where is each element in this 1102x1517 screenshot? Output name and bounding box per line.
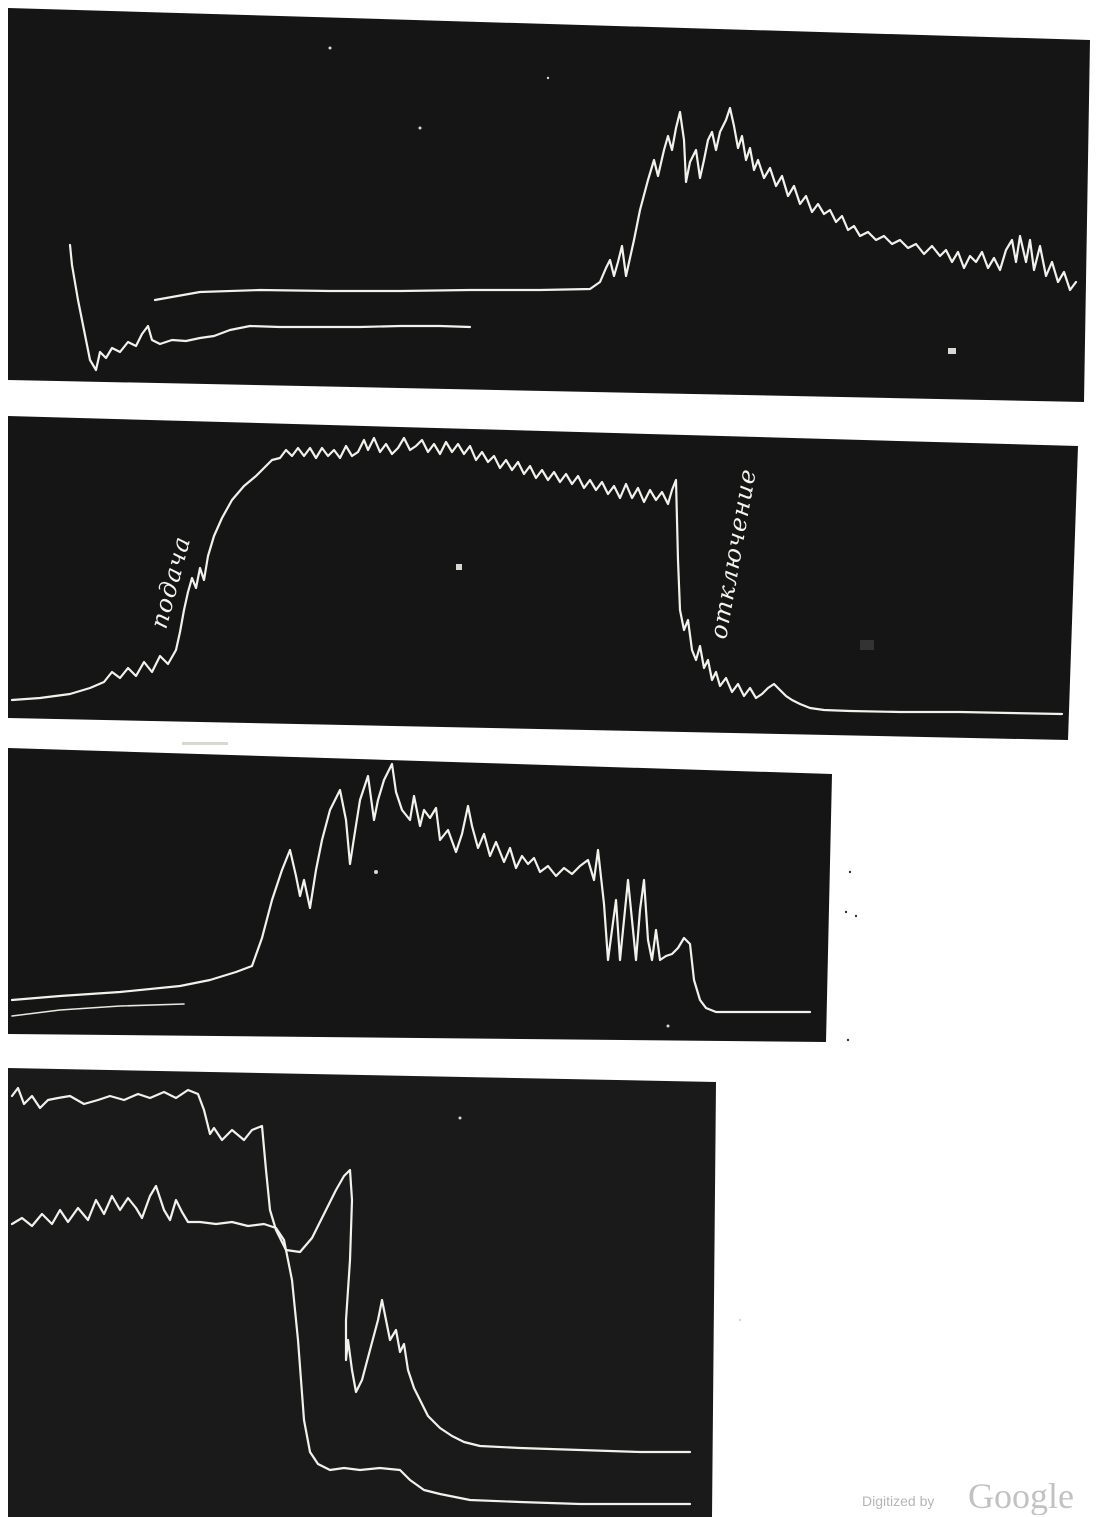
panel-3-main-trace <box>10 762 812 1014</box>
panel-2-speck <box>456 564 462 570</box>
panel-1-dust <box>328 46 332 50</box>
margin-dust <box>844 910 848 914</box>
panel-1-background <box>8 8 1090 402</box>
margin-dust <box>846 1038 850 1042</box>
record-panel-3 <box>8 748 832 1042</box>
record-panel-1 <box>8 8 1090 402</box>
panel-4-dust <box>738 1318 742 1322</box>
panel-1-speck <box>948 348 956 354</box>
panel-2-edge-mark <box>182 742 228 745</box>
panel-3-baseline-trace <box>11 1003 185 1017</box>
panel-4-background <box>8 1068 716 1517</box>
panel-4-dust <box>458 1116 462 1120</box>
record-panel-2: подача отключение <box>8 416 1078 745</box>
panel-3-background <box>8 748 832 1042</box>
panel-3-dust <box>374 870 378 874</box>
watermark-prefix: Digitized by <box>862 1493 935 1509</box>
margin-dust <box>854 914 858 918</box>
margin-dust <box>848 870 852 874</box>
panel-2-speck <box>860 640 874 650</box>
panel-4-lower-trace <box>10 1184 692 1506</box>
record-panel-4 <box>8 1068 742 1517</box>
panel-1-dust <box>418 126 422 130</box>
watermark-brand: Google <box>968 1476 1074 1515</box>
panel-2-background <box>8 416 1078 740</box>
digitized-watermark: Digitized by Google <box>862 1475 1102 1515</box>
panel-2-main-trace <box>10 436 1064 716</box>
panel-1-dust <box>546 76 550 80</box>
panel-3-dust <box>666 1024 670 1028</box>
panel-1-baseline-trace <box>153 106 1078 302</box>
panel-4-upper-trace <box>10 1086 692 1454</box>
panel-1-main-trace <box>68 243 472 372</box>
